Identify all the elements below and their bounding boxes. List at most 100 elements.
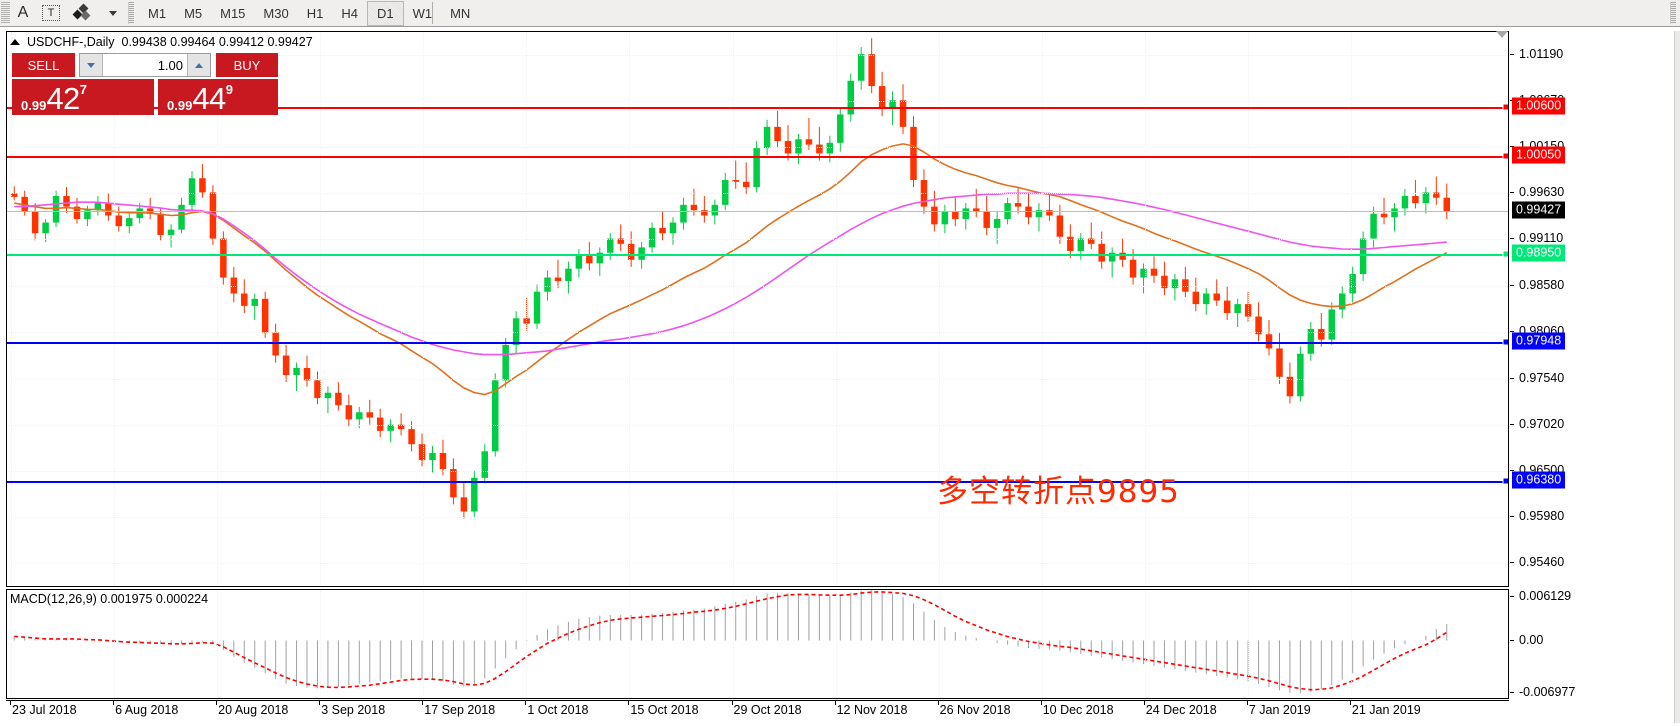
candle-body: [941, 211, 949, 225]
grip-icon[interactable]: [1, 2, 10, 24]
level-line-support[interactable]: [7, 342, 1508, 345]
level-drag-handle[interactable]: [1502, 477, 1508, 485]
candle-body: [94, 203, 102, 211]
level-line-current-price[interactable]: [7, 211, 1508, 213]
volume-input[interactable]: 1.00: [103, 54, 187, 76]
level-line-pivot[interactable]: [7, 253, 1508, 256]
level-line-support[interactable]: [7, 481, 1508, 484]
price-tick-label: 0.95460: [1510, 555, 1564, 569]
candle-body: [335, 392, 342, 406]
candle-body: [972, 208, 980, 212]
candle-body: [220, 238, 227, 278]
candle-body: [1391, 208, 1398, 218]
toolbar-grip-right[interactable]: [1670, 2, 1676, 24]
candle-body: [1077, 238, 1085, 251]
objects-icon[interactable]: [66, 1, 100, 25]
timeframe-m5[interactable]: M5: [184, 5, 203, 21]
level-label-support[interactable]: 0.96380: [1512, 471, 1566, 489]
candle-body: [314, 380, 321, 399]
date-tick-mark: [731, 701, 733, 705]
level-label-current-price[interactable]: 0.99427: [1512, 201, 1566, 219]
candle-body: [188, 178, 196, 205]
candle-body: [481, 451, 489, 478]
font-icon[interactable]: A: [17, 4, 29, 21]
level-drag-handle[interactable]: [1502, 152, 1508, 160]
level-drag-handle[interactable]: [1502, 103, 1508, 111]
level-label-support[interactable]: 0.97948: [1512, 332, 1566, 350]
date-gridline: [1247, 32, 1249, 586]
sell-button[interactable]: SELL: [12, 53, 75, 77]
vertical-scrollbar[interactable]: [1674, 31, 1680, 723]
timeframe-m15[interactable]: M15: [220, 5, 246, 21]
one-click-trading-panel[interactable]: SELL 1.00 BUY 0.99 42 7 0.99 44 9: [12, 53, 278, 115]
symbol-label: USDCHF-,Daily: [27, 35, 115, 49]
candle-body: [910, 126, 917, 181]
candle-body: [533, 291, 541, 324]
candle-body: [763, 126, 771, 149]
timeframe-m1[interactable]: M1: [148, 5, 167, 21]
chevron-down-icon[interactable]: [100, 1, 123, 25]
timeframe-h1[interactable]: H1: [306, 5, 324, 21]
text-object-icon[interactable]: T: [36, 1, 66, 25]
candle-body: [596, 252, 604, 264]
level-label-resistance[interactable]: 1.00600: [1512, 97, 1566, 115]
sell-price-prefix: 0.99: [21, 98, 47, 113]
date-gridline: [938, 32, 940, 586]
candle-body: [366, 412, 373, 418]
text-glyph: T: [42, 5, 60, 21]
price-axis[interactable]: 1.011901.006701.001500.996300.991100.985…: [1510, 31, 1674, 587]
volume-down-button[interactable]: [80, 54, 103, 76]
candle-body: [209, 192, 217, 239]
collapse-triangle-icon[interactable]: [10, 39, 20, 45]
macd-series-layer: [13, 590, 1448, 694]
level-label-pivot[interactable]: 0.98950: [1512, 244, 1566, 262]
date-tick-label: 1 Oct 2018: [527, 703, 589, 717]
level-drag-handle[interactable]: [1502, 338, 1508, 346]
candle-body: [10, 193, 18, 197]
date-tick-label: 24 Dec 2018: [1145, 703, 1217, 717]
price-tick-label: 0.99110: [1510, 231, 1563, 245]
candle-body: [408, 429, 415, 445]
price-chart-pane[interactable]: USDCHF-,Daily 0.99438 0.99464 0.99412 0.…: [6, 31, 1509, 587]
diamonds-glyph: [72, 3, 94, 22]
date-gridline: [732, 32, 734, 586]
date-gridline: [526, 590, 528, 698]
caret-down-icon: [87, 62, 95, 68]
date-axis[interactable]: 23 Jul 2018 6 Aug 2018 20 Aug 2018 3 Sep 20…: [6, 700, 1509, 723]
volume-up-button[interactable]: [187, 54, 210, 76]
candle-body: [962, 208, 970, 220]
candle-body: [554, 277, 562, 282]
date-gridline: [1350, 590, 1352, 698]
buy-price-display[interactable]: 0.99 44 9: [158, 77, 278, 115]
timeframe-d1[interactable]: D1: [366, 0, 404, 26]
price-gridline: [7, 378, 1508, 380]
level-drag-handle[interactable]: [1502, 250, 1508, 258]
scroll-marker-icon[interactable]: [1496, 31, 1508, 38]
candle-body: [753, 148, 760, 188]
volume-stepper[interactable]: 1.00: [79, 53, 211, 77]
candle-body: [983, 211, 990, 228]
candle-body: [1129, 259, 1137, 278]
sell-price-display[interactable]: 0.99 42 7: [12, 77, 154, 115]
level-line-resistance[interactable]: [7, 107, 1508, 110]
macd-pane[interactable]: MACD(12,26,9) 0.001975 0.000224: [6, 589, 1509, 699]
candle-body: [1370, 213, 1377, 239]
candle-body: [1307, 328, 1315, 354]
date-tick-label: 20 Aug 2018: [218, 703, 289, 717]
date-gridline: [1350, 32, 1352, 586]
level-label-resistance[interactable]: 1.00050: [1512, 146, 1566, 164]
candle-body: [471, 477, 478, 512]
chart-annotation: 多空转折点9895: [937, 474, 1180, 510]
date-gridline: [217, 590, 219, 698]
timeframe-h4[interactable]: H4: [341, 5, 358, 21]
macd-axis[interactable]: 0.006129 0.00 -0.006977: [1510, 589, 1674, 699]
timeframe-w1[interactable]: W1: [412, 5, 433, 21]
timeframe-mn[interactable]: MN: [450, 5, 471, 21]
date-tick-label: 6 Aug 2018: [115, 703, 179, 717]
candle-body: [502, 344, 509, 381]
buy-button[interactable]: BUY: [216, 53, 278, 77]
date-tick-mark: [319, 701, 321, 705]
timeframe-m30[interactable]: M30: [263, 5, 289, 21]
candle-body: [627, 243, 635, 260]
level-line-resistance[interactable]: [7, 156, 1508, 159]
